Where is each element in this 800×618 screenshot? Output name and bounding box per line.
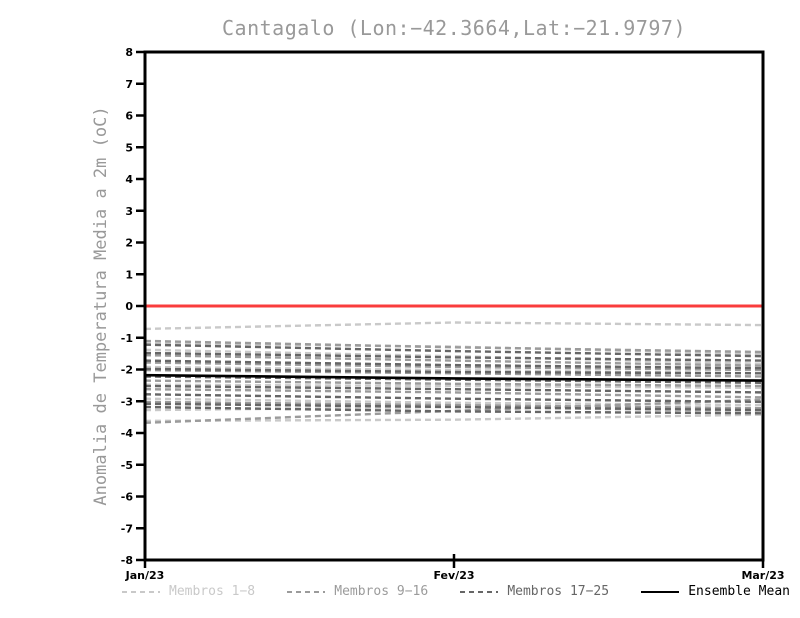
svg-text:3: 3 [125,205,133,218]
svg-text:Jan/23: Jan/23 [125,569,165,582]
svg-text:-5: -5 [121,459,133,472]
dashed-line-sample [287,590,326,593]
legend-entry-ensemble-mean: Ensemble Mean [641,584,790,599]
svg-text:6: 6 [125,110,133,123]
svg-text:-6: -6 [121,491,134,504]
dashed-line-sample [122,590,160,593]
legend-label: Membros 1−8 [169,584,256,599]
svg-text:7: 7 [125,78,133,91]
svg-text:-4: -4 [121,427,134,440]
svg-text:-8: -8 [121,554,133,567]
dashed-line-sample [460,590,499,593]
svg-text:-3: -3 [121,395,133,408]
solid-line-sample [641,590,680,593]
svg-text:-7: -7 [121,522,133,535]
svg-text:5: 5 [125,141,133,154]
svg-text:0: 0 [125,300,133,313]
legend-label: Ensemble Mean [688,584,790,599]
svg-text:-1: -1 [121,332,133,345]
legend-entry-membros-17-25: Membros 17−25 [460,584,609,599]
chart-title: Cantagalo (Lon:−42.3664,Lat:−21.9797) [221,16,687,40]
svg-text:8: 8 [125,46,133,59]
svg-text:Fev/23: Fev/23 [433,569,474,582]
svg-text:1: 1 [125,268,133,281]
svg-text:-2: -2 [121,364,133,377]
legend-label: Membros 17−25 [507,584,610,599]
svg-text:Mar/23: Mar/23 [741,569,784,582]
svg-text:4: 4 [125,173,133,186]
legend-entry-membros-9-16: Membros 9−16 [287,584,428,599]
legend-entry-membros-1-8: Membros 1−8 [122,584,255,599]
legend-label: Membros 9−16 [334,584,429,599]
svg-text:2: 2 [125,237,133,250]
legend: Membros 1−8 Membros 9−16 Membros 17−25 E… [122,584,790,599]
